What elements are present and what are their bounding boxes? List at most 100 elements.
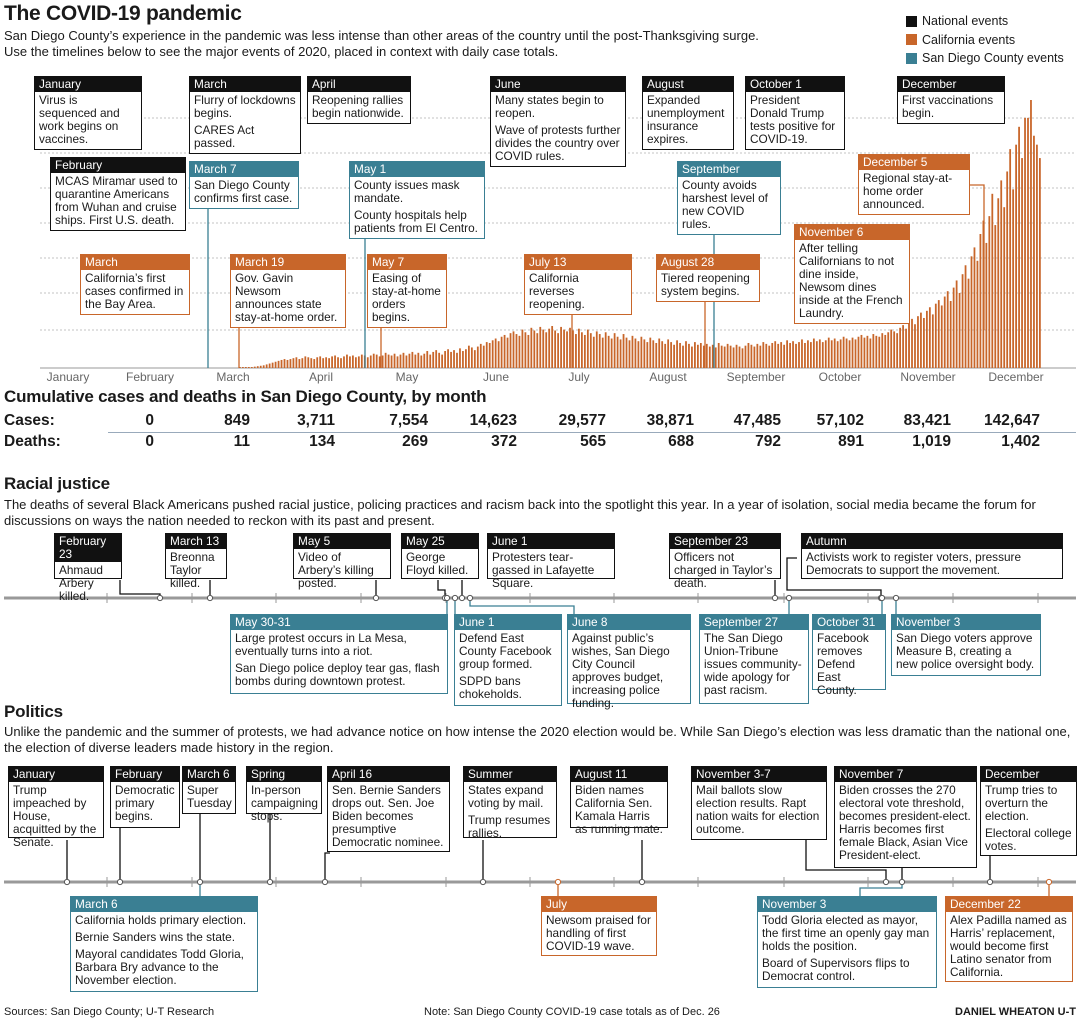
case-bar	[1039, 158, 1041, 368]
case-bar	[925, 310, 928, 368]
case-bar	[616, 336, 619, 368]
cases-value: 142,647	[983, 412, 1040, 429]
case-bar	[640, 336, 643, 368]
case-bar	[578, 328, 580, 368]
case-bar	[402, 352, 405, 368]
case-bar	[518, 335, 521, 368]
event-text: Activists work to register voters, press…	[806, 550, 1022, 577]
event-text: Board of Supervisors flips to Democrat c…	[762, 956, 910, 983]
case-bar	[405, 355, 408, 368]
event-box: November 6 After telling Californians to …	[794, 224, 910, 324]
event-box: January Virus is sequenced and work begin…	[34, 76, 142, 150]
case-bar	[581, 332, 583, 368]
cases-value: 0	[145, 412, 154, 429]
case-bar	[423, 353, 426, 368]
case-bar	[384, 352, 387, 368]
case-bar	[349, 356, 351, 368]
case-bar	[244, 367, 247, 368]
deaths-value: 269	[402, 433, 428, 450]
case-bar	[708, 346, 711, 368]
case-bar	[414, 354, 417, 368]
case-bar	[360, 354, 363, 368]
timeline-dot	[1045, 878, 1053, 886]
case-bar	[649, 337, 652, 368]
case-bar	[988, 216, 991, 368]
x-tick-label: March	[216, 370, 249, 384]
event-text: Easing of stay-at-home orders begins.	[372, 271, 441, 324]
cases-value: 47,485	[733, 412, 781, 429]
case-bar	[467, 345, 470, 368]
case-bar	[497, 341, 500, 368]
event-text: San Diego police deploy tear gas, flash …	[235, 661, 440, 688]
event-box: March 7 San Diego County confirms first c…	[189, 161, 299, 209]
deaths-value: 372	[491, 433, 517, 450]
event-date: July	[542, 897, 656, 912]
event-box: Spring In-person campaigning stops.	[246, 766, 322, 823]
event-box: May 7 Easing of stay-at-home orders begin…	[367, 254, 447, 328]
event-box: April Reopening rallies begin nationwide.	[307, 76, 411, 124]
case-bar	[274, 361, 277, 368]
case-bar	[780, 342, 783, 368]
case-bar	[566, 331, 568, 368]
case-bar	[667, 339, 670, 368]
case-bar	[476, 346, 479, 368]
case-bar	[524, 332, 527, 368]
event-text: Trump tries to overturn the election.	[985, 783, 1058, 823]
case-bar	[1003, 207, 1006, 368]
event-date: December	[981, 767, 1076, 782]
case-bar	[500, 336, 503, 368]
case-bar	[456, 352, 458, 368]
timeline-dot	[458, 594, 466, 602]
event-date: March 13	[166, 534, 226, 549]
event-date: April 16	[328, 767, 449, 782]
case-bar	[485, 342, 488, 368]
case-bar	[310, 358, 313, 368]
case-bar	[289, 359, 292, 368]
case-bar	[462, 351, 464, 368]
event-date: January	[9, 767, 103, 782]
case-bar	[459, 348, 461, 368]
timeline-dot	[892, 594, 900, 602]
event-text: The San Diego Union-Tribune issues commu…	[704, 631, 802, 697]
x-tick-label: May	[396, 370, 419, 384]
case-bar	[711, 344, 714, 368]
event-date: November 3-7	[692, 767, 826, 782]
case-bar	[1033, 135, 1035, 368]
event-text: California’s first cases confirmed in th…	[85, 271, 184, 311]
case-bar	[259, 365, 262, 368]
event-box: March 13 Breonna Taylor killed.	[165, 533, 227, 590]
event-text: In-person campaigning stops.	[251, 783, 318, 823]
case-bar	[801, 339, 803, 368]
case-bar	[702, 345, 705, 368]
event-date: Spring	[247, 767, 321, 782]
event-text: CARES Act passed.	[194, 123, 255, 150]
case-bar	[899, 327, 902, 368]
event-date: January	[35, 77, 141, 92]
legend-label: National events	[922, 14, 1009, 29]
cases-value: 849	[224, 412, 250, 429]
event-text: County avoids harshest level of new COVI…	[682, 178, 768, 231]
case-bar	[696, 344, 699, 368]
case-bar	[277, 360, 280, 368]
case-bar	[691, 346, 693, 368]
event-box: May 30-31 Large protest occurs in La Mesa…	[230, 614, 448, 694]
case-bar	[503, 334, 506, 368]
connector-line	[786, 557, 882, 598]
case-bar	[625, 337, 628, 368]
event-date: April	[308, 77, 410, 92]
case-bar	[985, 242, 988, 368]
event-text: California reverses reopening.	[529, 271, 585, 311]
connector-line	[119, 580, 161, 598]
case-bar	[955, 280, 958, 368]
case-bar	[646, 342, 649, 368]
case-bar	[798, 342, 800, 368]
case-bar	[836, 341, 839, 368]
case-bar	[750, 344, 753, 368]
case-bar	[830, 340, 833, 368]
case-bar	[860, 334, 863, 368]
event-box: April 16 Sen. Bernie Sanders drops out. S…	[327, 766, 450, 852]
cumulative-title: Cumulative cases and deaths in San Diego…	[4, 387, 487, 406]
event-text: Mayoral candidates Todd Gloria, Barbara …	[75, 947, 244, 987]
case-bar	[366, 357, 369, 368]
case-bar	[923, 317, 925, 368]
